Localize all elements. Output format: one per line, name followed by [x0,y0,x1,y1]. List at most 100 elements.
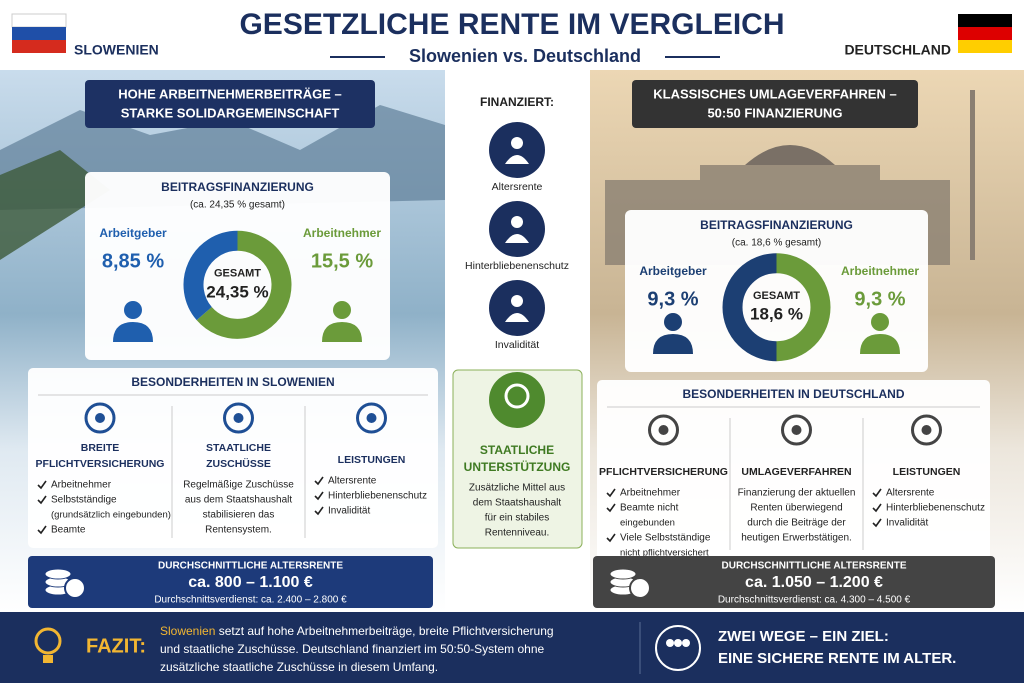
state-icon [489,372,545,428]
title: GESETZLICHE RENTE IM VERGLEICH [239,8,784,41]
person-icon [664,313,682,331]
pension-label: DURCHSCHNITTLICHE ALTERSRENTE [158,561,343,572]
check [872,518,882,528]
banner [85,80,375,128]
feature-text: stabilisieren das [203,510,275,521]
benefit-icon [511,216,523,228]
check [37,525,47,535]
country: DEUTSCHLAND [844,42,951,58]
pension-note: Durchschnittsverdienst: ca. 2.400 – 2.80… [154,595,347,606]
features-title: BESONDERHEITEN IN DEUTSCHLAND [682,387,904,401]
segment-value: 8,85 % [102,250,164,272]
feature-text: Renten überwiegend [750,503,842,514]
state-text: Zusätzliche Mittel aus [469,483,565,494]
coin-icon [609,568,637,580]
feature-item: Altersrente [886,488,935,499]
features-box [28,368,438,548]
state-text: dem Staatshaushalt [473,498,562,509]
center-label: GESAMT [753,290,800,302]
card-title: BEITRAGSFINANZIERUNG [161,180,314,194]
feature-text: heutigen Erwerbstätigen. [741,533,852,544]
flag-de [958,27,1012,40]
center-value: 18,6 % [750,305,803,324]
feature-item: Beamte [51,525,86,536]
state-text: für ein stabiles [485,513,549,524]
benefit-label: Invalidität [495,339,539,351]
person-icon [124,301,142,319]
euro-icon [629,577,651,599]
conclusion: EINE SICHERE RENTE IM ALTER. [718,650,956,667]
feature-icon [791,425,802,435]
flag-si [12,40,66,53]
feature-text: Rentensystem. [205,525,272,536]
feature-item: Invalidität [886,518,928,529]
donut-segment [196,230,292,339]
benefit-icon [489,201,545,257]
feature-icon [233,413,244,423]
person-icon [113,322,153,342]
flag-si [12,27,66,40]
middle-heading: FINANZIERT: [480,95,554,109]
check [314,506,324,516]
banner-text: KLASSISCHES UMLAGEVERFAHREN – [653,86,896,101]
conclusion: ZWEI WEGE – EIN ZIEL: [718,628,889,645]
benefit-label: Hinterbliebenenschutz [465,260,569,272]
person-icon [871,313,889,331]
segment-name: Arbeitnehmer [841,264,919,278]
card-title: BEITRAGSFINANZIERUNG [700,218,853,232]
feature-item: Viele Selbstständige [620,533,711,544]
feature-icon [781,414,812,446]
pension-value: ca. 800 – 1.100 € [188,574,313,591]
country: SLOWENIEN [74,42,159,58]
donut-segment [183,230,239,321]
center-value: 24,35 % [206,282,268,301]
group-icon [666,639,674,647]
group-icon [682,639,690,647]
check [314,476,324,486]
feature-icon [366,413,377,423]
center-label: GESAMT [214,268,261,280]
benefit-icon [505,155,529,164]
feature-title: BREITE [81,442,120,454]
card-note: (ca. 24,35 % gesamt) [190,200,285,211]
feature-title: ZUSCHÜSSE [206,457,271,470]
feature-item: (grundsätzlich eingebunden) [51,510,171,521]
benefit-icon [505,234,529,243]
feature-text: durch die Beiträge der [747,518,846,529]
fazit-line: setzt auf hohe Arbeitnehmerbeiträge, bre… [215,624,553,638]
feature-text: aus dem Staatshaushalt [185,495,293,506]
donut-segment [776,253,831,362]
state-box [452,369,583,549]
benefit-icon [505,313,529,322]
segment-value: 9,3 % [854,288,905,310]
state-title: UNTERSTÜTZUNG [464,459,571,474]
check [314,491,324,501]
features-title: BESONDERHEITEN IN SLOWENIEN [131,375,334,389]
euro-icon [64,577,86,599]
features-box [597,380,990,560]
check [606,488,616,498]
benefit-icon [489,280,545,336]
segment-name: Arbeitnehmer [303,226,381,240]
check [37,495,47,505]
feature-item: Arbeitnehmer [620,488,681,499]
fazit-text: zusätzliche staatliche Zuschüsse in dies… [160,660,438,674]
banner-text: STARKE SOLIDARGEMEINSCHAFT [121,105,340,120]
feature-icon [921,425,932,435]
person-icon [333,301,351,319]
funding-card [85,172,390,360]
feature-item: Arbeitnehmer [51,480,112,491]
feature-title: LEISTUNGEN [893,466,961,478]
state-text: Rentenniveau. [485,528,550,539]
banner-text: 50:50 FINANZIERUNG [707,105,842,120]
check [37,480,47,490]
segment-value: 9,3 % [647,288,698,310]
feature-title: LEISTUNGEN [338,454,406,466]
flag-si [11,13,67,28]
state-icon [504,383,530,409]
footer-bar [0,612,1024,683]
feature-item: Beamte nicht [620,503,679,514]
benefit-icon [511,295,523,307]
pension-value: ca. 1.050 – 1.200 € [745,574,883,591]
